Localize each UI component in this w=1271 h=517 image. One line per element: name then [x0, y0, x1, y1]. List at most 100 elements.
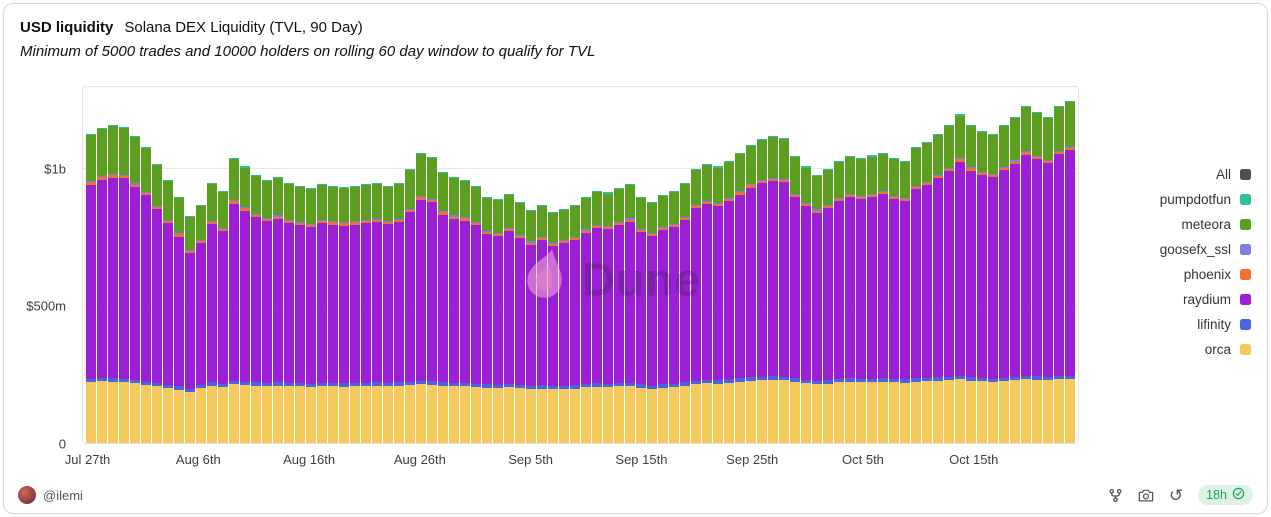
legend-item-goosefx_ssl[interactable]: goosefx_ssl — [1160, 237, 1251, 262]
bar[interactable] — [680, 87, 690, 443]
bar[interactable] — [328, 87, 338, 443]
bar[interactable] — [229, 87, 239, 443]
bar[interactable] — [812, 87, 822, 443]
bar[interactable] — [372, 87, 382, 443]
fork-icon[interactable] — [1108, 488, 1123, 503]
bar[interactable] — [350, 87, 360, 443]
bar[interactable] — [856, 87, 866, 443]
bar[interactable] — [845, 87, 855, 443]
bar[interactable] — [130, 87, 140, 443]
bar[interactable] — [911, 87, 921, 443]
bar[interactable] — [174, 87, 184, 443]
bar[interactable] — [383, 87, 393, 443]
bar[interactable] — [207, 87, 217, 443]
legend-item-All[interactable]: All — [1216, 162, 1251, 187]
legend-item-raydium[interactable]: raydium — [1183, 287, 1251, 312]
bar[interactable] — [438, 87, 448, 443]
bar[interactable] — [823, 87, 833, 443]
bar[interactable] — [658, 87, 668, 443]
bar[interactable] — [614, 87, 624, 443]
bar[interactable] — [537, 87, 547, 443]
author[interactable]: @ilemi — [18, 486, 83, 504]
bar[interactable] — [746, 87, 756, 443]
bar[interactable] — [460, 87, 470, 443]
bar[interactable] — [1065, 87, 1075, 443]
bar[interactable] — [1010, 87, 1020, 443]
legend-item-lifinity[interactable]: lifinity — [1197, 312, 1251, 337]
bar[interactable] — [185, 87, 195, 443]
bar[interactable] — [878, 87, 888, 443]
bar[interactable] — [790, 87, 800, 443]
bar[interactable] — [768, 87, 778, 443]
bar[interactable] — [933, 87, 943, 443]
bar[interactable] — [922, 87, 932, 443]
bar[interactable] — [977, 87, 987, 443]
bar[interactable] — [1021, 87, 1031, 443]
bar[interactable] — [416, 87, 426, 443]
legend-item-pumpdotfun[interactable]: pumpdotfun — [1160, 187, 1251, 212]
bar[interactable] — [97, 87, 107, 443]
bar[interactable] — [108, 87, 118, 443]
bar[interactable] — [251, 87, 261, 443]
bar[interactable] — [284, 87, 294, 443]
bar[interactable] — [295, 87, 305, 443]
bar[interactable] — [988, 87, 998, 443]
bar[interactable] — [1032, 87, 1042, 443]
bar[interactable] — [196, 87, 206, 443]
bar[interactable] — [163, 87, 173, 443]
bar[interactable] — [757, 87, 767, 443]
bar[interactable] — [449, 87, 459, 443]
bar[interactable] — [218, 87, 228, 443]
bar[interactable] — [273, 87, 283, 443]
bar[interactable] — [504, 87, 514, 443]
bar[interactable] — [636, 87, 646, 443]
bar[interactable] — [834, 87, 844, 443]
bar[interactable] — [262, 87, 272, 443]
bar[interactable] — [1054, 87, 1064, 443]
bar[interactable] — [471, 87, 481, 443]
bar[interactable] — [691, 87, 701, 443]
bar[interactable] — [240, 87, 250, 443]
bar[interactable] — [801, 87, 811, 443]
bar[interactable] — [724, 87, 734, 443]
bar[interactable] — [625, 87, 635, 443]
camera-icon[interactable] — [1138, 488, 1154, 503]
bar[interactable] — [735, 87, 745, 443]
bar[interactable] — [1043, 87, 1053, 443]
bar[interactable] — [119, 87, 129, 443]
bar[interactable] — [141, 87, 151, 443]
legend-item-meteora[interactable]: meteora — [1181, 212, 1251, 237]
bar[interactable] — [493, 87, 503, 443]
bar[interactable] — [581, 87, 591, 443]
bar[interactable] — [867, 87, 877, 443]
bar[interactable] — [669, 87, 679, 443]
refresh-history-icon[interactable]: ↺ — [1168, 485, 1184, 505]
bar[interactable] — [966, 87, 976, 443]
bar[interactable] — [482, 87, 492, 443]
bar[interactable] — [86, 87, 96, 443]
bar[interactable] — [306, 87, 316, 443]
legend-item-orca[interactable]: orca — [1205, 337, 1251, 362]
bar[interactable] — [570, 87, 580, 443]
bar[interactable] — [713, 87, 723, 443]
bar[interactable] — [548, 87, 558, 443]
bar[interactable] — [900, 87, 910, 443]
bar[interactable] — [592, 87, 602, 443]
bar[interactable] — [999, 87, 1009, 443]
bar[interactable] — [405, 87, 415, 443]
bar[interactable] — [427, 87, 437, 443]
bar[interactable] — [559, 87, 569, 443]
bar[interactable] — [394, 87, 404, 443]
bar[interactable] — [152, 87, 162, 443]
bar[interactable] — [317, 87, 327, 443]
bar[interactable] — [702, 87, 712, 443]
bar[interactable] — [889, 87, 899, 443]
bar[interactable] — [647, 87, 657, 443]
legend-item-phoenix[interactable]: phoenix — [1184, 262, 1251, 287]
bar[interactable] — [955, 87, 965, 443]
bar[interactable] — [944, 87, 954, 443]
bar[interactable] — [339, 87, 349, 443]
bar[interactable] — [526, 87, 536, 443]
bar[interactable] — [603, 87, 613, 443]
bar[interactable] — [515, 87, 525, 443]
